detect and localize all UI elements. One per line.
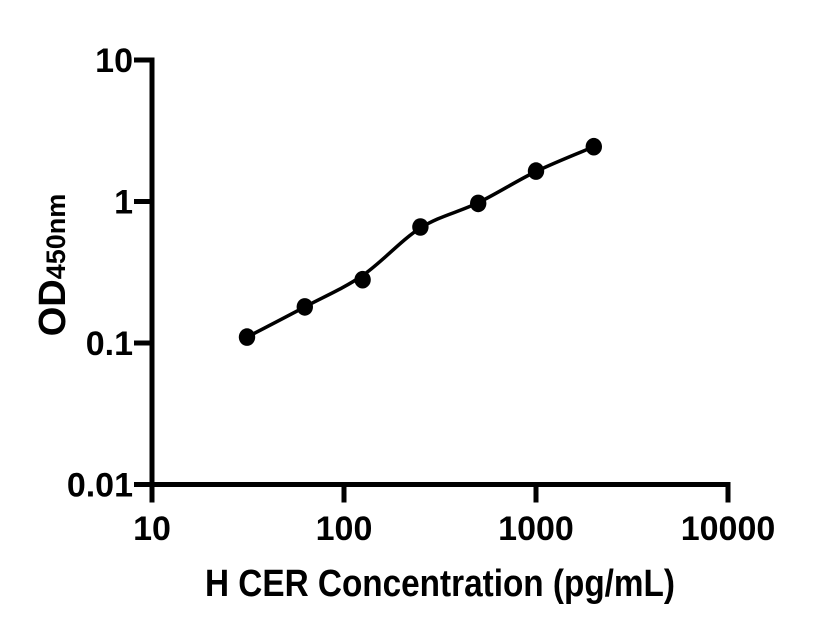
axis-ticks (134, 57, 731, 503)
data-point (527, 162, 545, 180)
y-axis-title-main: OD (32, 279, 74, 336)
x-tick-label: 100 (316, 510, 373, 548)
y-axis-title: OD450nm (32, 194, 74, 337)
data-series (238, 137, 602, 346)
data-point (585, 137, 602, 156)
x-tick-label: 10000 (681, 510, 776, 548)
data-point (412, 218, 429, 236)
x-tick-label: 1000 (498, 510, 574, 548)
axes (149, 57, 731, 487)
y-tick-label: 0.1 (86, 325, 133, 363)
y-axis-title-subscript: 450nm (41, 194, 71, 280)
data-point (238, 328, 256, 346)
data-point (296, 298, 313, 316)
y-tick-label: 1 (114, 184, 133, 222)
x-tick-label: 10 (133, 510, 171, 548)
x-axis-title: H CER Concentration (pg/mL) (205, 563, 675, 605)
data-point (470, 194, 487, 213)
y-tick-label: 10 (95, 42, 133, 80)
data-point (354, 270, 371, 289)
y-tick-label: 0.01 (67, 467, 133, 505)
